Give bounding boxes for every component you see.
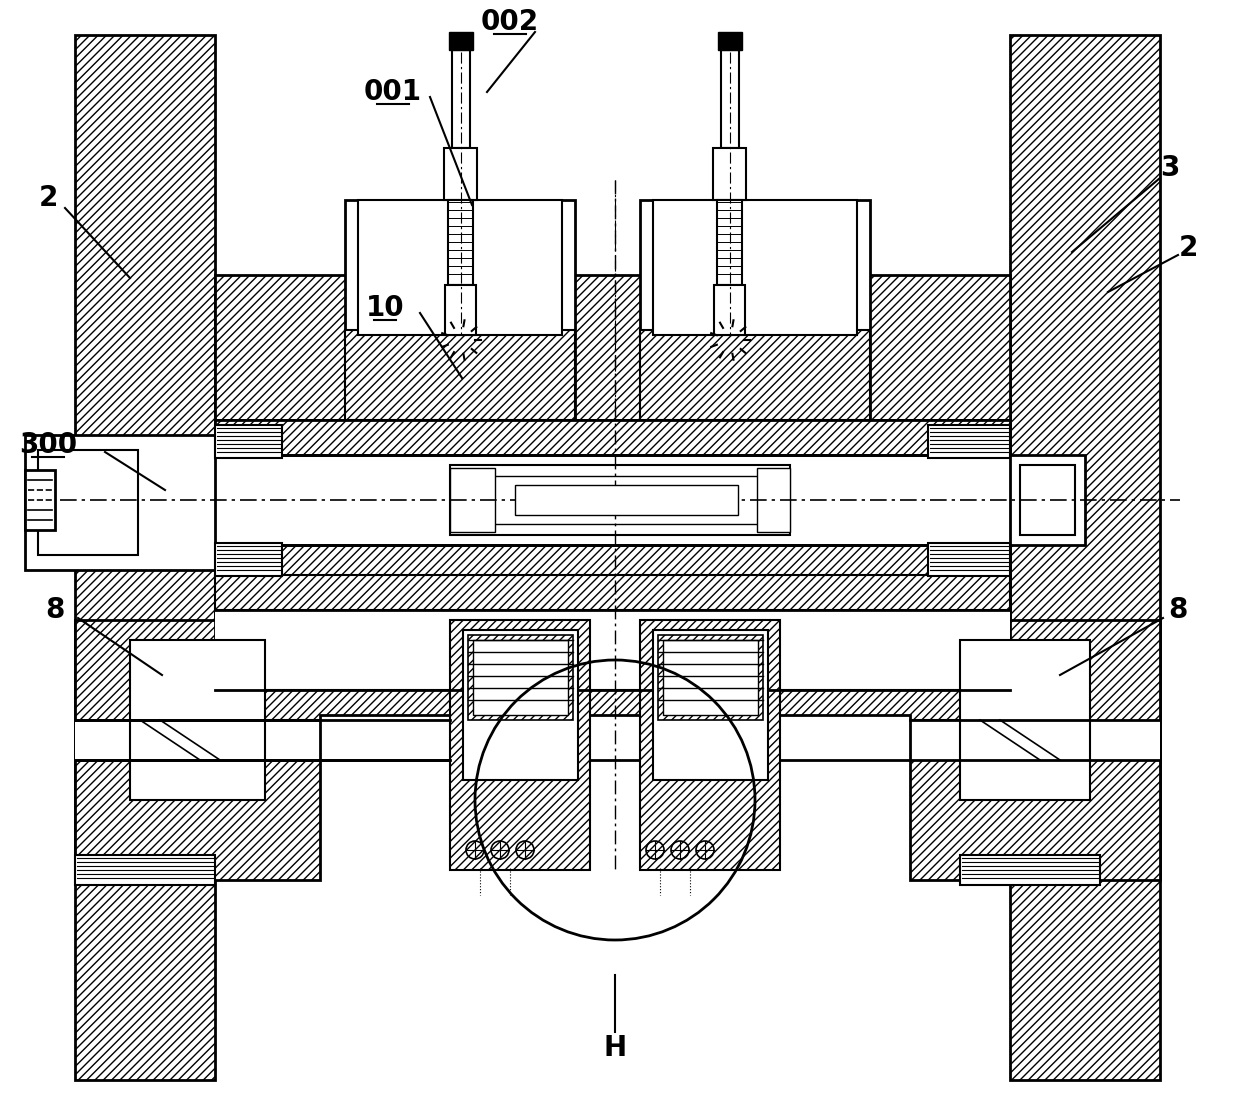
Bar [928,543,1011,576]
Bar [910,720,1159,760]
Bar [450,465,790,535]
Bar [720,50,739,147]
Text: 8: 8 [46,596,64,624]
Bar [472,640,568,715]
Bar [717,200,742,285]
Bar [1011,455,1085,545]
Bar [215,574,1011,610]
Bar [215,420,1011,455]
Bar [658,635,763,720]
Bar [215,275,1011,420]
Bar [215,420,1011,574]
Bar [450,468,495,532]
Bar [25,470,55,530]
Bar [345,330,575,420]
Bar [640,330,870,420]
Bar [215,455,1011,545]
Bar [653,630,768,780]
Bar [490,476,763,523]
Text: 10: 10 [366,294,404,322]
Bar [445,285,476,335]
Bar [74,35,215,1080]
Bar [320,715,910,760]
Bar [358,200,562,335]
Text: 8: 8 [1168,596,1188,624]
Bar [215,690,1011,720]
Bar [345,200,575,420]
Text: 001: 001 [365,78,422,106]
Bar [38,450,138,554]
Text: 300: 300 [19,431,77,459]
Bar [215,574,1011,610]
Bar [444,147,477,200]
Bar [215,545,1011,574]
Text: 3: 3 [1161,154,1179,182]
Bar [653,200,857,335]
Bar [448,200,472,285]
Bar [467,635,573,720]
Bar [463,630,578,780]
Bar [663,640,758,715]
Bar [215,543,281,576]
Bar [515,485,738,515]
Bar [74,720,320,760]
Bar [25,435,215,570]
Bar [640,200,870,420]
Bar [960,640,1090,800]
Bar [130,640,265,800]
Text: 2: 2 [1178,234,1198,262]
Bar [928,425,1011,458]
Bar [714,285,745,335]
Bar [74,855,215,885]
Bar [718,32,742,50]
Bar [215,574,1011,720]
Bar [1011,35,1159,1080]
Text: H: H [604,1034,626,1062]
Text: 2: 2 [38,184,58,212]
Bar [713,147,746,200]
Text: 002: 002 [481,8,539,35]
Bar [450,620,590,869]
Bar [449,32,472,50]
Bar [910,620,1159,881]
Bar [960,855,1100,885]
Bar [756,468,790,532]
Bar [453,50,470,147]
Bar [1021,465,1075,535]
Bar [215,425,281,458]
Bar [215,610,1011,690]
Bar [640,620,780,869]
Bar [74,620,320,881]
